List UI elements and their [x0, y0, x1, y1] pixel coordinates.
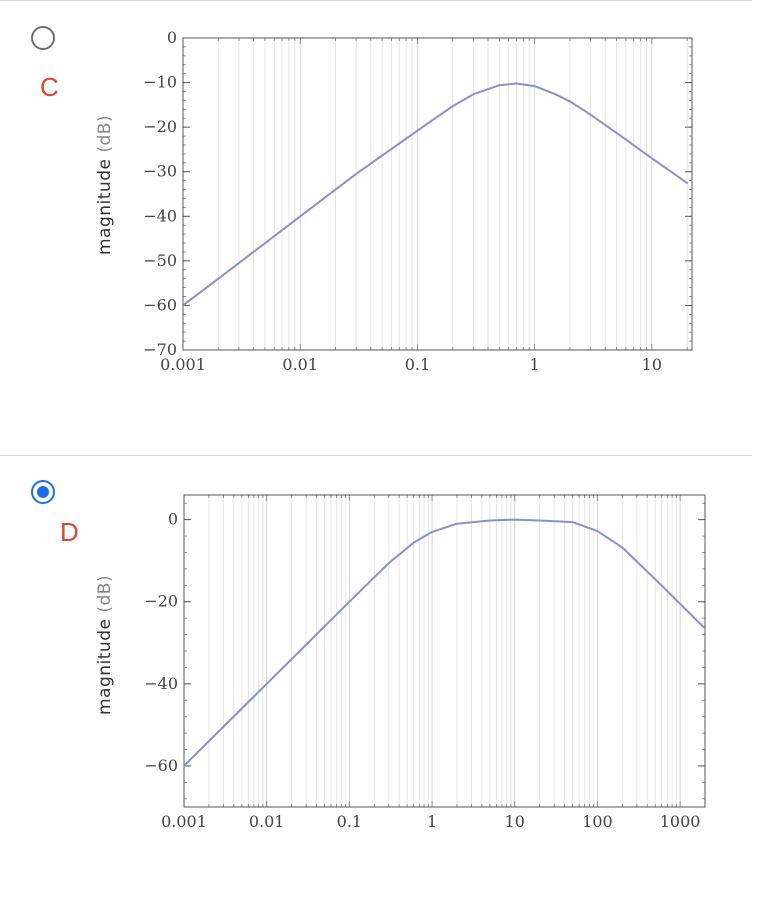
middle-divider [0, 455, 752, 456]
y-tick-label: −50 [143, 251, 177, 270]
y-tick-label: −30 [143, 162, 177, 181]
y-tick-label: −20 [144, 592, 178, 611]
y-tick-label: −60 [143, 295, 177, 314]
y-tick-label: 0 [167, 28, 177, 47]
x-tick-label: 0.01 [249, 812, 285, 831]
x-tick-label: 0.1 [337, 812, 362, 831]
y-tick-label: −20 [143, 117, 177, 136]
y-tick-label: −40 [143, 206, 177, 225]
x-tick-label: 1 [530, 355, 540, 374]
y-tick-label: −60 [144, 756, 178, 775]
x-tick-label: 0.01 [282, 355, 318, 374]
x-tick-label: 0.001 [160, 355, 206, 374]
top-divider [0, 0, 752, 1]
plot-frame [183, 494, 706, 808]
y-tick-label: −10 [143, 73, 177, 92]
radio-option-d[interactable] [31, 480, 55, 504]
magnitude-chart-c: 0 −10 −20 −30 −40 −50 −60 −700.001 0.01 0.1 1 10 [143, 28, 693, 374]
radio-option-c[interactable] [31, 26, 55, 50]
x-tick-label: 1000 [660, 812, 701, 831]
magnitude-curve [183, 518, 706, 767]
option-letter-d: D [60, 517, 79, 547]
x-tick-label: 0.001 [161, 812, 207, 831]
option-letter-c: C [40, 72, 59, 102]
y-tick-label: −70 [143, 340, 177, 359]
y-tick-label: 0 [168, 510, 178, 529]
x-tick-label: 0.1 [405, 355, 430, 374]
x-tick-label: 10 [642, 355, 662, 374]
plot-frame [182, 37, 693, 351]
x-tick-label: 100 [582, 812, 613, 831]
x-tick-label: 1 [427, 812, 437, 831]
x-tick-label: 10 [505, 812, 525, 831]
y-tick-label: −40 [144, 674, 178, 693]
magnitude-curve [182, 82, 689, 307]
